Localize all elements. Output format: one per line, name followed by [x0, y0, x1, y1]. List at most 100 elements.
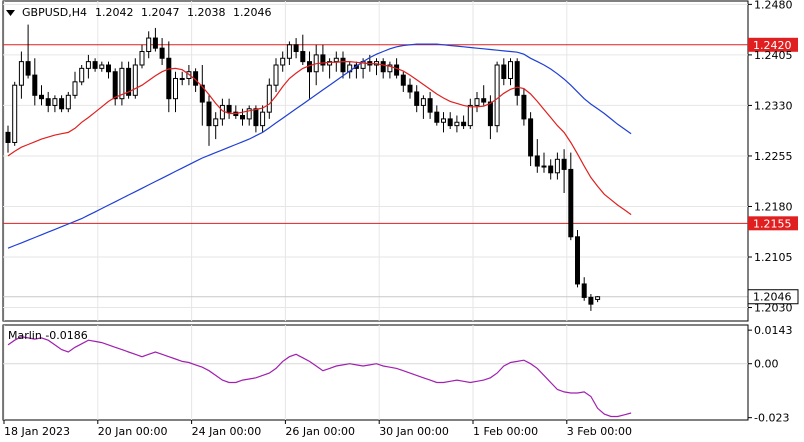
candle-bull: [132, 64, 138, 96]
low-value: 1.2038: [187, 6, 226, 19]
dropdown-triangle-icon[interactable]: [6, 10, 15, 16]
close-value: 1.2046: [233, 6, 272, 19]
open-value: 1.2042: [95, 6, 134, 19]
candle-bear: [481, 98, 487, 103]
candle-bull: [18, 61, 24, 86]
current-price-tag: [747, 289, 799, 305]
candle-bear: [206, 101, 212, 127]
indicator-y-tick-label: 0.00: [754, 358, 779, 371]
y-tick-label: 1.2480: [754, 0, 793, 11]
candle-bear: [534, 155, 540, 167]
indicator-y-tick-label: -0.023: [754, 412, 789, 425]
candle-bull: [246, 108, 252, 120]
candle-bear: [240, 115, 245, 120]
candle-bear: [561, 158, 567, 170]
candle-bull: [266, 84, 272, 113]
level-tag-label: 1.2420: [753, 39, 792, 52]
marlin-indicator: [7, 336, 632, 418]
candle-bull: [280, 57, 286, 66]
grid: [3, 1, 748, 420]
candle-bull: [219, 104, 225, 120]
current-price-label: 1.2046: [753, 291, 792, 304]
candle-bear: [575, 236, 580, 285]
candle-bull: [99, 64, 105, 69]
x-tick-label: 18 Jan 2023: [4, 425, 70, 438]
level-tag: [748, 37, 798, 52]
candle-bear: [5, 131, 11, 143]
candle-bull: [65, 94, 71, 110]
candle-bear: [447, 118, 453, 127]
main-chart-frame: [2, 0, 749, 322]
price-axis: 1.2480 1.2405 1.2330 1.2255 1.2180 1.2105 1.20…: [748, 0, 793, 425]
level-tag-label: 1.2155: [753, 217, 792, 230]
candle-bear: [528, 118, 534, 157]
candle-bear: [380, 61, 386, 73]
high-value: 1.2047: [141, 6, 180, 19]
candle-bear: [59, 98, 65, 110]
candle-bull: [420, 98, 426, 106]
candle-bear: [400, 74, 406, 86]
level-tag: [748, 216, 798, 231]
candle-bear: [92, 61, 98, 69]
candle-bull: [273, 64, 279, 86]
candle-bear: [407, 84, 413, 93]
indicator-y-tick-label: 0.0143: [754, 324, 793, 337]
candle-bear: [25, 61, 31, 76]
y-tick-label: 1.2255: [754, 150, 793, 163]
candle-bear: [581, 283, 587, 298]
candle-bull: [333, 57, 339, 63]
marlin-line: [7, 336, 632, 418]
x-tick-label: 30 Jan 00:00: [379, 425, 449, 438]
moving-average-slow: [7, 43, 632, 249]
candle-bear: [568, 168, 574, 238]
candle-bear: [394, 64, 400, 76]
candle-bull: [119, 67, 125, 100]
candle-bear: [39, 94, 44, 100]
y-tick-label: 1.2180: [754, 200, 793, 213]
candle-bull: [260, 111, 266, 127]
x-tick-label: 3 Feb 00:00: [567, 425, 632, 438]
x-tick-label: 24 Jan 00:00: [192, 425, 262, 438]
candle-bear: [461, 121, 467, 127]
y-tick-label: 1.2030: [754, 302, 793, 315]
candle-bull: [541, 165, 547, 168]
candle-bull: [52, 98, 58, 106]
candle-bull: [467, 104, 473, 127]
candle-bull: [139, 51, 145, 66]
moving-average-fast: [7, 60, 632, 216]
y-tick-label: 1.2105: [754, 251, 793, 264]
candle-bull: [327, 61, 333, 66]
candle-bear: [253, 108, 259, 127]
candle-bull: [85, 61, 91, 69]
indicator-label: Marlin -0.0186: [8, 329, 88, 342]
candle-bear: [126, 67, 132, 96]
candle-bear: [521, 94, 527, 120]
x-tick-label: 26 Jan 00:00: [285, 425, 355, 438]
candle-bull: [146, 37, 152, 53]
candle-bear: [112, 71, 118, 100]
candle-bull: [286, 44, 292, 59]
candle-bull: [387, 64, 393, 73]
candle-bull: [554, 158, 560, 174]
candle-bear: [152, 37, 158, 49]
moving-averages: [7, 43, 632, 249]
candle-bull: [173, 77, 178, 100]
x-tick-label: 20 Jan 00:00: [98, 425, 168, 438]
candle-bear: [320, 54, 326, 66]
y-tick-label: 1.2330: [754, 99, 793, 112]
candle-bull: [12, 84, 18, 143]
candle-bull: [474, 98, 480, 106]
candle-bear: [32, 74, 38, 96]
candle-bear: [588, 296, 594, 305]
candle-bear: [514, 61, 520, 96]
candle-bear: [199, 84, 205, 103]
candle-bear: [293, 44, 299, 53]
candle-bear: [487, 101, 493, 127]
candle-bull: [79, 67, 85, 83]
candle-bull: [508, 61, 513, 79]
candle-bear: [427, 98, 433, 113]
candle-bear: [548, 165, 554, 174]
candle-bull: [494, 64, 500, 127]
candle-bull: [595, 296, 601, 300]
